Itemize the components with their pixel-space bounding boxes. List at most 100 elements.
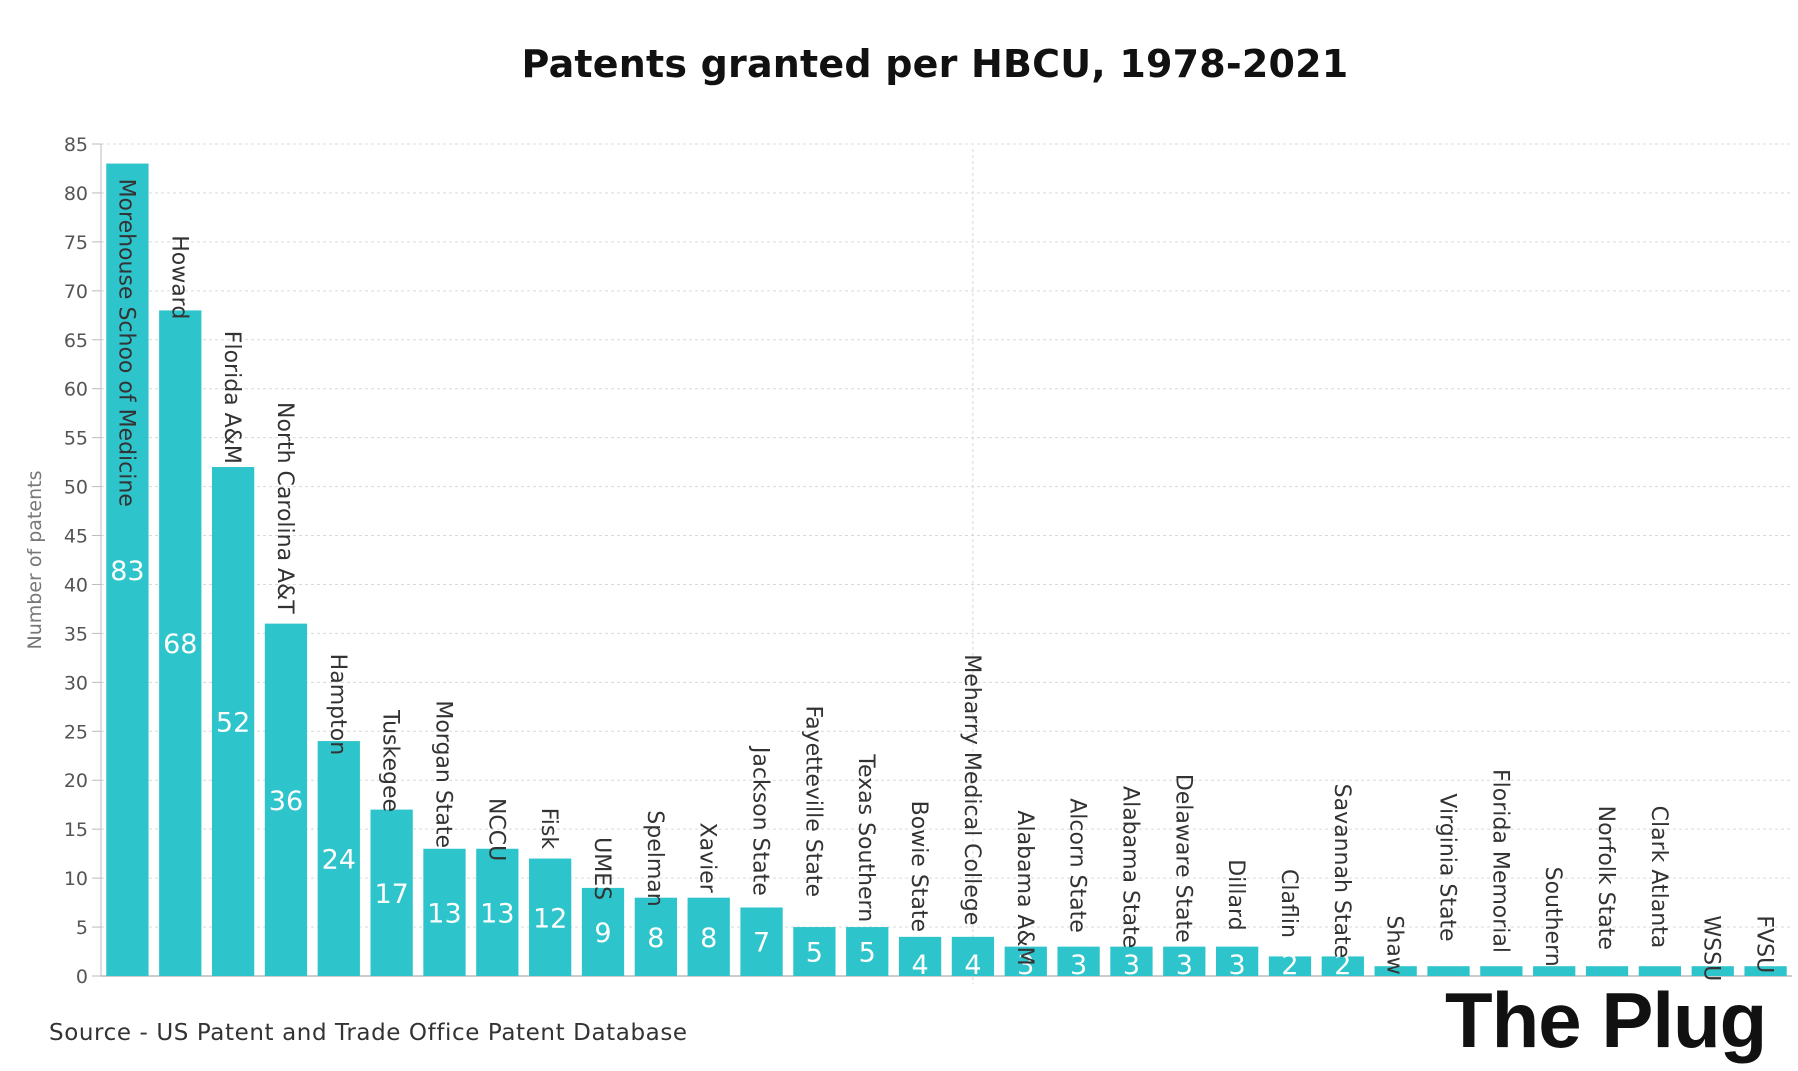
y-tick-label: 45 [64,526,88,548]
bar-category-label: Howard [166,235,191,319]
bar [1374,966,1417,976]
bar-category-label: Hampton [325,654,350,755]
bar-value-label: 52 [216,708,250,739]
y-tick-label: 0 [76,966,88,988]
bar-category-label: WSSU [1699,915,1724,981]
bar [476,848,519,976]
bar-category-label: Savannah State [1329,784,1354,959]
bar-value-label: 13 [480,898,514,929]
bar-value-label: 36 [269,786,303,817]
bar-category-label: Claflin [1276,869,1301,938]
y-tick-label: 75 [64,232,88,254]
bar [1268,956,1312,976]
bar-category-label: Alcorn State [1065,798,1090,933]
bar-category-label: Fisk [536,808,561,850]
y-tick-label: 85 [64,134,88,156]
source-note: Source - US Patent and Trade Office Pate… [49,1020,688,1046]
bar-value-label: 4 [911,950,928,981]
y-tick-label: 60 [64,379,88,401]
bar-value-label: 12 [533,903,567,934]
bar-category-label: Shaw [1382,915,1407,974]
bar [1004,946,1047,976]
bar-value-label: 5 [806,938,823,969]
bar-category-label: Dillard [1223,859,1248,930]
bar [1691,966,1734,976]
bar-category-label: Southern [1540,867,1565,967]
bar [264,623,308,976]
y-tick-label: 5 [76,917,88,939]
bar [687,897,730,976]
bar [1110,946,1153,976]
bar-category-label: Xavier [695,822,720,893]
bar-value-label: 8 [700,923,717,954]
bar [317,741,360,976]
brand-logo: The Plug [1445,976,1767,1064]
bar [846,927,889,976]
bar-category-label: Florida Memorial [1487,769,1512,953]
bar-category-label: Morehouse Schoo of Medicine [113,179,138,507]
bar-category-label: Meharry Medical College [959,654,984,925]
bar-value-label: 3 [1176,950,1193,981]
bar-category-label: NCCU [483,798,508,861]
bar-category-label: Alabama State [1117,786,1142,948]
bar [740,907,783,976]
bar [951,936,995,976]
bar-category-label: Bowie State [906,801,931,932]
bar-value-label: 3 [1229,950,1246,981]
bar [1744,966,1787,976]
bar-value-label: 2 [1281,950,1298,981]
bar-value-label: 24 [322,845,356,876]
bar [1480,966,1523,976]
bar-value-label: 7 [753,928,770,959]
y-tick-label: 15 [64,819,88,841]
bars [106,163,1787,976]
bar-category-label: Spelman [642,810,667,906]
bar [1216,946,1259,976]
bar-value-label: 4 [964,950,981,981]
chart-title: Patents granted per HBCU, 1978-2021 [521,42,1349,86]
bar-value-label: 3 [1123,950,1140,981]
bar-value-label: 3 [1017,950,1034,981]
y-tick-label: 80 [64,183,88,205]
bar [898,936,942,976]
bar [1057,946,1100,976]
y-tick-label: 50 [64,477,88,499]
bar [793,927,836,976]
bar-category-label: Jackson State [748,745,773,896]
bar-value-label: 9 [594,918,611,949]
bar [159,310,202,976]
bar-category-label: Tuskegee [378,709,403,812]
bar-value-label: 13 [427,898,461,929]
bar-value-label: 3 [1070,950,1087,981]
bar-value-label: 2 [1334,950,1351,981]
bar-value-label: 17 [374,879,408,910]
y-tick-label: 70 [64,281,88,303]
y-tick-label: 55 [64,428,88,450]
y-tick-label: 65 [64,330,88,352]
bar [423,848,466,976]
y-axis-label: Number of patents [24,471,46,650]
bar [106,163,149,976]
bar-category-label: Norfolk State [1593,806,1618,950]
y-tick-label: 40 [64,574,88,596]
bar-value-label: 68 [163,629,197,660]
bar-category-label: Alabama A&M [1012,810,1037,965]
bar [1321,956,1364,976]
gridlines [101,143,1792,984]
bar-category-label: Morgan State [430,700,455,848]
bar [1638,966,1682,976]
bar [634,897,677,976]
bar [1533,966,1576,976]
bar-value-label: 83 [110,556,144,587]
bar [1427,966,1470,976]
bar-category-label: Delaware State [1170,774,1195,943]
y-tick-label: 10 [64,868,88,890]
bar [581,887,625,976]
bar-category-label: Virginia State [1435,793,1460,941]
bar-value-label: 5 [859,938,876,969]
bar-category-label: Fayetteville State [800,705,825,897]
bar [1585,966,1629,976]
bar-category-label: UMES [589,837,614,900]
